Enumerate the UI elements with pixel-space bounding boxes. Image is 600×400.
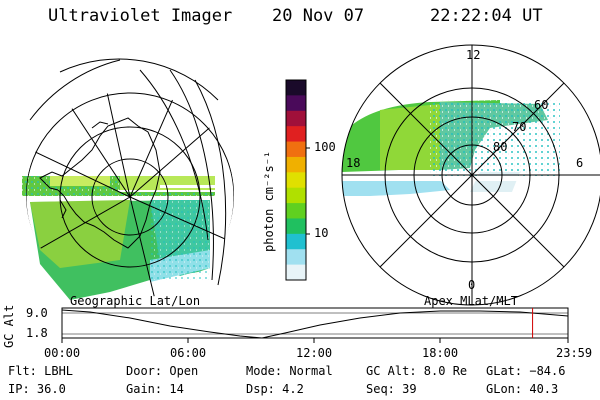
mlt-label-18: 18 <box>346 156 361 170</box>
colorbar-band <box>286 141 306 158</box>
magnetic-panel <box>341 44 600 306</box>
colorbar-band <box>286 95 306 112</box>
mlat-label-60: 60 <box>534 98 549 112</box>
colorbar-band <box>286 187 306 204</box>
info-gcalt: GC Alt: 8.0 Re <box>366 364 468 378</box>
colorbar-band <box>286 203 306 219</box>
info-gain: Gain: 14 <box>126 382 184 396</box>
timeline-xtick-4: 23:59 <box>556 346 593 360</box>
geo-image-swath <box>22 176 215 300</box>
timeline-ytick-bottom: 1.8 <box>26 326 48 340</box>
colorbar-band <box>286 218 306 235</box>
colorbar-band <box>286 80 306 96</box>
mag-panel-label: Apex MLat/MLT <box>424 294 518 308</box>
mlat-label-80: 80 <box>493 140 508 154</box>
geo-panel-label: Geographic Lat/Lon <box>70 294 201 308</box>
date-label: 20 Nov 07 <box>272 6 365 26</box>
timeline-xtick-3: 18:00 <box>422 346 459 360</box>
info-mode: Mode: Normal <box>246 364 333 378</box>
mlt-label-6: 6 <box>576 156 584 170</box>
time-label: 22:22:04 UT <box>430 6 543 26</box>
timeline-ytick-top: 9.0 <box>26 306 48 320</box>
info-dsp: Dsp: 4.2 <box>246 382 304 396</box>
geo-latlon-grid <box>26 58 234 299</box>
mlt-label-12: 12 <box>466 48 481 62</box>
colorbar-band <box>286 233 306 250</box>
colorbar-band <box>286 156 306 173</box>
colorbar <box>285 79 310 281</box>
info-seq: Seq: 39 <box>366 382 417 396</box>
coastline-antarctica <box>39 117 161 249</box>
info-ip: IP: 36.0 <box>8 382 66 396</box>
colorbar-band <box>286 264 306 281</box>
info-glon: GLon: 40.3 <box>486 382 559 396</box>
timeline-xtick-0: 00:00 <box>44 346 81 360</box>
geographic-panel <box>22 58 234 300</box>
mag-grid <box>341 44 600 306</box>
colorbar-band <box>286 249 306 266</box>
info-glat: GLat: −84.6 <box>486 364 566 378</box>
timeline-ylabel: GC Alt <box>2 304 16 348</box>
colorbar-tick-100: 100 <box>314 140 336 154</box>
timeline-xtick-2: 12:00 <box>296 346 333 360</box>
timeline-xtick-1: 06:00 <box>170 346 207 360</box>
altitude-timeline <box>61 307 569 343</box>
colorbar-unit-label: photon cm⁻²s⁻¹ <box>262 150 276 252</box>
colorbar-band <box>286 126 306 143</box>
mlt-label-0: 0 <box>468 278 476 292</box>
info-door: Door: Open <box>126 364 199 378</box>
colorbar-band <box>286 110 306 127</box>
instrument-title: Ultraviolet Imager <box>48 6 233 26</box>
colorbar-tick-10: 10 <box>314 226 329 240</box>
colorbar-band <box>286 172 306 189</box>
info-flt: Flt: LBHL <box>8 364 74 378</box>
mlat-label-70: 70 <box>512 120 527 134</box>
